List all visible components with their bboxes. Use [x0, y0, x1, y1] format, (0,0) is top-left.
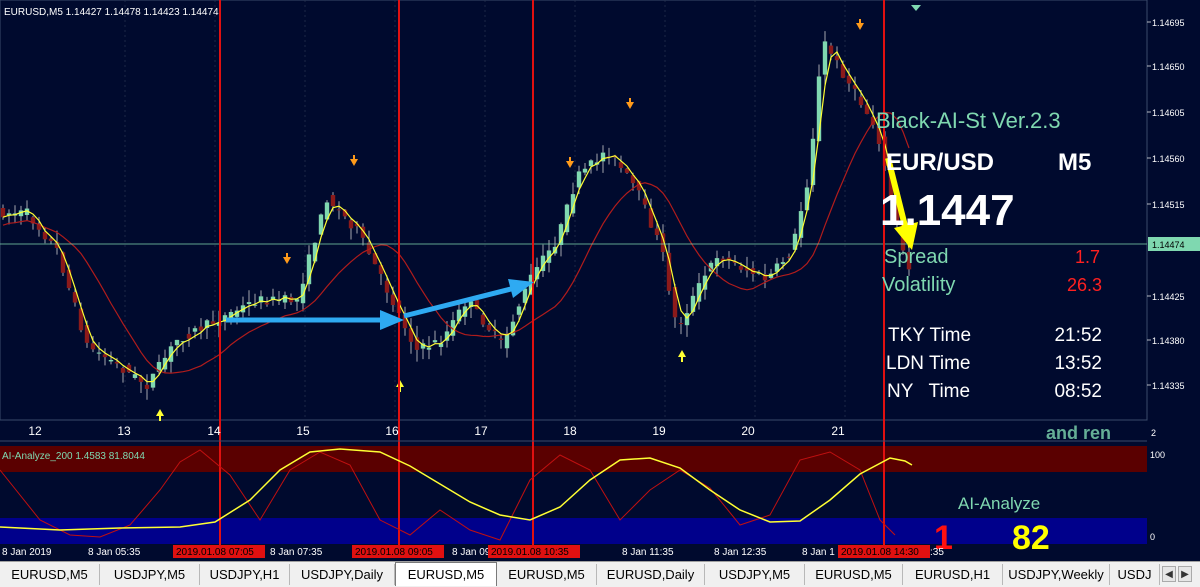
time-marker-label: 2019.01.08 10:35	[491, 547, 569, 558]
chart-tab[interactable]: EURUSD,M5	[0, 564, 100, 585]
time-axis-label: 14	[207, 424, 221, 438]
oscillator-yellow-line	[0, 448, 913, 531]
price-axis-label: 1.14335	[1152, 381, 1185, 391]
oscillator-axis-top: 100	[1150, 450, 1165, 460]
time-axis: 12 13 14 15 16 17 18 19 20 21	[28, 424, 845, 438]
ny-value: 08:52	[1054, 381, 1102, 402]
volatility-label: Volatility	[882, 274, 955, 296]
oscillator-title: AI-Analyze	[958, 494, 1040, 513]
time-axis-label: 20	[741, 424, 755, 438]
time-axis-label: 19	[652, 424, 666, 438]
price-axis: 1.14695 1.14650 1.14605 1.14560 1.14515 1.144…	[1147, 18, 1185, 391]
time-axis-label: 16	[385, 424, 399, 438]
bottom-time-label: 8 Jan 09:	[452, 547, 493, 558]
chart-tab[interactable]: USDJPY,H1	[200, 564, 290, 585]
shift-marker-icon[interactable]	[911, 5, 921, 11]
price-axis-label: 1.14695	[1152, 18, 1185, 28]
ldn-value: 13:52	[1054, 353, 1102, 374]
oscillator-red-line	[0, 449, 896, 541]
trend-arrows	[226, 279, 534, 330]
volatility-value: 26.3	[1067, 275, 1102, 295]
ldn-label: LDN Time	[886, 353, 970, 374]
oscillator-top-band	[0, 446, 1147, 472]
chart-tab[interactable]: EURUSD,M5	[395, 562, 497, 586]
time-axis-label: 21	[831, 424, 845, 438]
bottom-time-label: 8 Jan 11:35	[622, 547, 674, 558]
fast-moving-average	[2, 50, 910, 383]
ny-label: NY Time	[887, 381, 970, 402]
bottom-time-axis: 8 Jan 2019 8 Jan 05:35 8 Jan 07:35 8 Jan 09…	[2, 545, 944, 558]
time-marker-badge	[838, 545, 930, 558]
bottom-time-label: 8 Jan 12:35	[714, 547, 767, 558]
bottom-time-label: 8 Jan 1	[802, 547, 835, 558]
price-axis-label: 1.14515	[1152, 200, 1185, 210]
chart-tab[interactable]: USDJPY,Weekly	[1003, 564, 1110, 585]
oscillator-right-number: 82	[1012, 519, 1050, 557]
oscillator-left-number: 1	[934, 519, 953, 557]
spread-value: 1.7	[1075, 247, 1100, 267]
tky-label: TKY Time	[888, 325, 971, 346]
time-axis-label: 18	[563, 424, 577, 438]
price-chart[interactable]: EURUSD,M5 1.14427 1.14478 1.14423 1.1447…	[0, 0, 1200, 561]
chart-tab[interactable]: EURUSD,Daily	[597, 564, 705, 585]
bottom-time-label: 8 Jan 07:35	[270, 547, 323, 558]
price-axis-label: 1.14560	[1152, 154, 1185, 164]
oscillator-axis-bottom: 0	[1150, 532, 1155, 542]
chart-tab[interactable]: USDJPY,M5	[705, 564, 805, 585]
time-marker-badge	[173, 545, 265, 558]
timeframe-label: M5	[1058, 149, 1091, 176]
time-marker-label: 2019.01.08 14:30	[841, 547, 919, 558]
price-axis-label: 1.14650	[1152, 62, 1185, 72]
session-vertical-lines	[219, 0, 885, 545]
time-marker-label: 2019.01.08 09:05	[355, 547, 433, 558]
bottom-time-label: :35	[930, 547, 944, 558]
chart-tab[interactable]: USDJPY,M5	[100, 564, 200, 585]
down-arrow-icon	[885, 157, 918, 250]
chart-tab[interactable]: USDJPY,Daily	[290, 564, 395, 585]
oscillator-bottom-band	[0, 518, 1147, 544]
tky-value: 21:52	[1054, 325, 1102, 346]
indicator-title: Black-AI-St Ver.2.3	[876, 108, 1061, 133]
time-axis-label: 12	[28, 424, 42, 438]
spread-label: Spread	[884, 246, 949, 268]
current-price-tag	[1148, 237, 1200, 251]
subwindow-value: 2	[1151, 428, 1156, 438]
bottom-time-label: 8 Jan 05:35	[88, 547, 141, 558]
time-axis-label: 15	[296, 424, 310, 438]
time-marker-badge	[488, 545, 580, 558]
chart-tab[interactable]: EURUSD,H1	[903, 564, 1003, 585]
chart-tab-bar: EURUSD,M5 USDJPY,M5 USDJPY,H1 USDJPY,Daily E…	[0, 561, 1200, 587]
time-axis-label: 17	[474, 424, 488, 438]
chart-tab[interactable]: EURUSD,M5	[805, 564, 903, 585]
price-axis-label: 1.14380	[1152, 336, 1185, 346]
chart-tab[interactable]: EURUSD,M5	[497, 564, 597, 585]
big-price: 1.1447	[880, 186, 1015, 235]
signal-arrows	[156, 19, 864, 421]
triangle-left-icon[interactable]: ◀	[1162, 566, 1176, 582]
info-panel: Black-AI-St Ver.2.3 EUR/USD M5 1.1447 Sp…	[876, 108, 1156, 443]
chart-tab[interactable]: USDJ	[1110, 564, 1160, 585]
pair-name: EUR/USD	[886, 149, 994, 176]
price-axis-label: 1.14425	[1152, 292, 1185, 302]
current-price-label: 1.14474	[1152, 240, 1185, 250]
triangle-right-icon[interactable]: ▶	[1178, 566, 1192, 582]
time-marker-label: 2019.01.08 07:05	[176, 547, 254, 558]
symbol-header: EURUSD,M5 1.14427 1.14478 1.14423 1.1447…	[4, 7, 219, 18]
slow-moving-average	[2, 111, 910, 374]
time-marker-badge	[352, 545, 444, 558]
bottom-time-label: 8 Jan 2019	[2, 547, 52, 558]
watermark: and ren	[1046, 423, 1111, 443]
oscillator-header: AI-Analyze_200 1.4583 81.8044	[2, 451, 145, 462]
time-axis-label: 13	[117, 424, 131, 438]
price-axis-label: 1.14605	[1152, 108, 1185, 118]
